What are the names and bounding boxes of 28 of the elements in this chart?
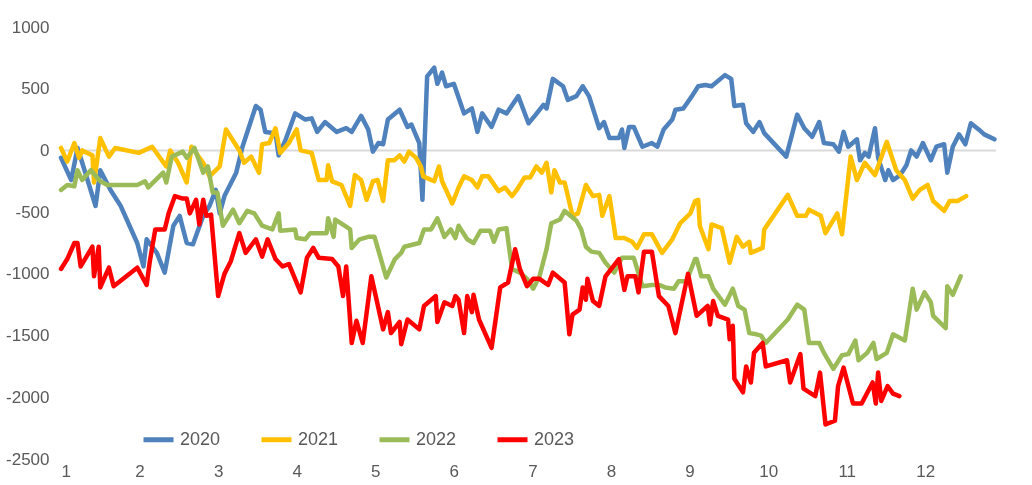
x-tick-label: 4 bbox=[292, 461, 302, 481]
y-tick-label: -1500 bbox=[6, 326, 50, 346]
line-series bbox=[58, 65, 997, 275]
legend-label: 2023 bbox=[534, 428, 575, 449]
legend-label: 2021 bbox=[298, 428, 339, 449]
x-tick-label: 11 bbox=[838, 461, 857, 481]
x-tick-label: 1 bbox=[61, 461, 71, 481]
x-tick-label: 3 bbox=[213, 461, 224, 481]
x-tick-label: 8 bbox=[606, 461, 617, 481]
y-tick-label: 1000 bbox=[11, 17, 50, 37]
x-tick-label: 6 bbox=[449, 461, 460, 481]
line-series bbox=[58, 193, 902, 427]
line-series bbox=[58, 125, 969, 265]
y-tick-label: -2000 bbox=[6, 387, 50, 407]
line-series bbox=[58, 145, 963, 372]
y-tick-label: -500 bbox=[15, 202, 50, 222]
x-tick-label: 9 bbox=[685, 461, 695, 481]
x-tick-label: 2 bbox=[135, 461, 145, 481]
y-tick-label: 0 bbox=[40, 140, 50, 160]
x-tick-label: 10 bbox=[759, 461, 779, 481]
x-tick-label: 5 bbox=[371, 461, 381, 481]
x-tick-label: 12 bbox=[916, 461, 936, 481]
x-tick-label: 7 bbox=[528, 461, 538, 481]
legend-label: 2020 bbox=[180, 428, 221, 449]
y-tick-label: -1000 bbox=[6, 264, 50, 284]
y-tick-label: 500 bbox=[21, 79, 50, 99]
legend-label: 2022 bbox=[416, 428, 457, 449]
y-tick-label: -2500 bbox=[6, 449, 50, 469]
